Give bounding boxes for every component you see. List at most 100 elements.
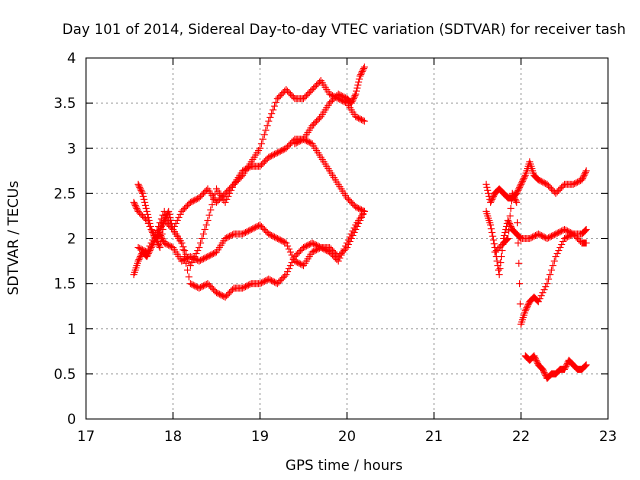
- data-point: [304, 241, 312, 249]
- data-point: [351, 92, 359, 100]
- data-point: [539, 365, 547, 373]
- data-point: [282, 86, 290, 94]
- data-point: [487, 221, 495, 229]
- data-point: [204, 216, 212, 224]
- y-tick-label: 1.5: [54, 277, 76, 293]
- data-point: [207, 251, 215, 259]
- data-point: [582, 226, 590, 234]
- data-point: [342, 242, 350, 250]
- data-point: [139, 189, 147, 197]
- data-point: [304, 137, 312, 145]
- data-point: [539, 367, 547, 375]
- data-point: [294, 250, 302, 258]
- data-point: [569, 180, 577, 188]
- x-tick-label: 22: [512, 429, 530, 445]
- data-point: [489, 236, 497, 244]
- data-point: [275, 278, 283, 286]
- y-axis-label: SDTVAR / TECUs: [6, 181, 22, 296]
- data-point: [329, 251, 336, 259]
- data-point: [344, 236, 352, 244]
- y-tick-label: 3: [67, 141, 76, 157]
- data-point: [195, 194, 203, 202]
- data-point: [315, 243, 323, 251]
- data-point: [144, 245, 152, 253]
- data-point: [223, 188, 231, 196]
- data-point: [582, 225, 590, 233]
- data-point: [162, 240, 170, 248]
- x-tick-label: 23: [599, 429, 617, 445]
- data-point: [276, 92, 284, 100]
- data-point: [354, 81, 362, 89]
- data-point: [205, 281, 213, 289]
- data-point: [136, 185, 144, 193]
- data-point: [202, 253, 210, 261]
- data-point: [288, 92, 296, 100]
- data-point: [556, 228, 564, 236]
- data-point: [165, 241, 173, 249]
- data-point: [559, 238, 567, 246]
- data-point: [521, 173, 529, 181]
- data-point: [508, 189, 516, 197]
- data-point: [228, 183, 236, 191]
- data-point: [514, 239, 522, 247]
- data-point: [326, 99, 334, 107]
- data-point: [137, 245, 145, 253]
- data-point: [275, 93, 283, 101]
- data-point: [231, 179, 239, 187]
- data-point: [285, 141, 293, 149]
- data-point: [561, 225, 568, 233]
- data-point: [356, 205, 364, 213]
- data-point: [168, 243, 176, 251]
- data-point: [541, 370, 549, 378]
- data-point: [157, 215, 165, 223]
- x-axis-label: GPS time / hours: [285, 458, 402, 474]
- data-point: [197, 192, 205, 200]
- data-point: [349, 96, 357, 104]
- data-point: [314, 242, 322, 250]
- data-point: [311, 119, 319, 127]
- data-point: [308, 248, 316, 256]
- data-point: [530, 232, 538, 240]
- data-point: [192, 250, 200, 258]
- data-point: [307, 139, 315, 147]
- data-point: [487, 225, 495, 233]
- data-point: [257, 161, 265, 169]
- data-point: [327, 250, 335, 258]
- data-point: [159, 211, 167, 219]
- data-point: [305, 89, 313, 97]
- data-point: [195, 284, 203, 292]
- data-point: [339, 248, 347, 256]
- data-point: [552, 189, 560, 197]
- data-point: [207, 283, 215, 291]
- data-point: [285, 265, 293, 273]
- data-point: [340, 93, 348, 101]
- data-point: [284, 268, 292, 276]
- data-point: [273, 280, 281, 288]
- data-point: [582, 362, 590, 370]
- data-point: [272, 279, 280, 287]
- data-point: [182, 259, 190, 267]
- data-point: [582, 167, 590, 175]
- data-point: [240, 283, 248, 291]
- data-point: [215, 290, 223, 298]
- data-point: [265, 117, 273, 125]
- data-point: [533, 296, 541, 304]
- data-point: [204, 280, 212, 288]
- data-point: [305, 138, 313, 146]
- data-point: [291, 140, 299, 148]
- data-point: [189, 281, 197, 289]
- data-point: [327, 98, 335, 106]
- data-point: [578, 176, 586, 184]
- data-point: [285, 245, 293, 253]
- data-point: [516, 182, 524, 190]
- data-point: [284, 143, 292, 151]
- data-point: [537, 292, 545, 300]
- data-point: [304, 90, 312, 98]
- data-point: [153, 226, 161, 234]
- data-point: [292, 251, 300, 259]
- data-point: [135, 256, 143, 264]
- data-point: [360, 63, 368, 71]
- data-point: [505, 219, 513, 227]
- data-point: [184, 254, 191, 262]
